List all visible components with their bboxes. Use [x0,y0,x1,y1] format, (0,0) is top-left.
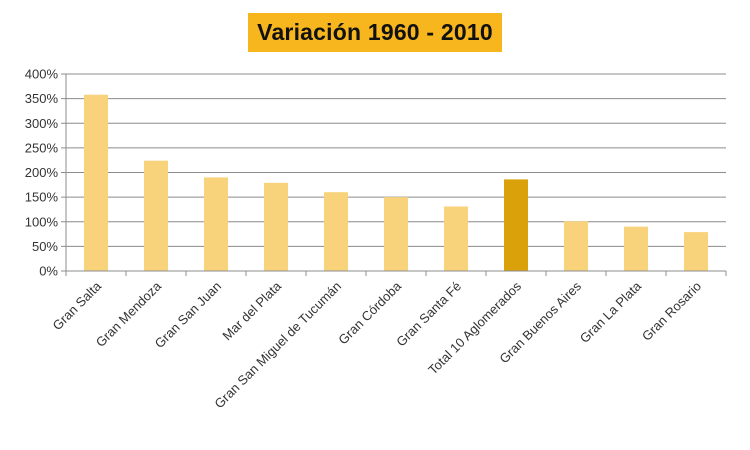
y-tick-label: 400% [25,67,59,82]
bar [684,232,708,271]
x-tick-label: Gran Rosario [639,279,704,344]
bar [384,197,408,271]
y-tick-label: 200% [25,165,59,180]
bar [144,160,168,271]
bar [564,221,588,271]
y-tick-label: 250% [25,140,59,155]
x-tick-label: Gran Salta [50,278,105,333]
y-tick-label: 100% [25,214,59,229]
y-tick-label: 300% [25,116,59,131]
y-tick-label: 50% [32,239,58,254]
x-tick-label: Mar del Plata [219,278,284,343]
y-tick-label: 350% [25,91,59,106]
bar [444,206,468,271]
axes [61,73,727,276]
x-tick-label: Gran San Miguel de Tucumán [211,279,344,412]
bar [84,94,108,271]
bar [264,182,288,271]
chart-title: Variación 1960 - 2010 [257,19,493,45]
bar [324,192,348,271]
chart-title-box: Variación 1960 - 2010 [248,13,502,52]
y-tick-label: 0% [39,264,58,279]
x-tick-label: Gran La Plata [577,278,645,346]
bar [204,177,228,271]
y-tick-labels: 0% 50% 100% 150% 200% 250% 300% 350% 400% [25,67,59,279]
bars [84,94,708,271]
bar [504,179,528,271]
bar [624,226,648,271]
y-tick-label: 150% [25,190,59,205]
